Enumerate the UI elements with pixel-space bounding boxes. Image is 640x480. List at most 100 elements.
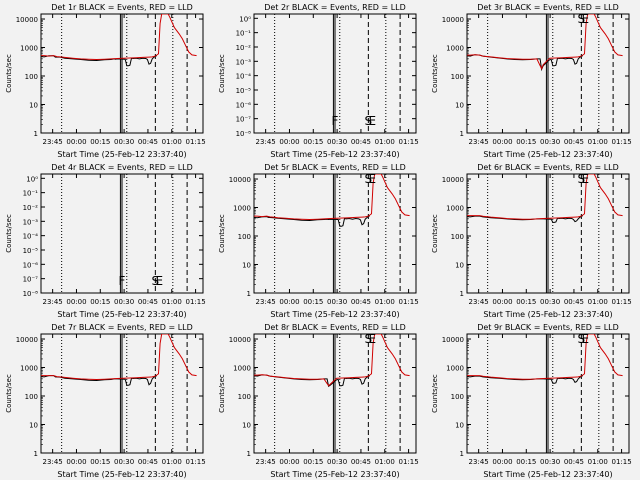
x-tick-label: 01:00 [588, 458, 608, 466]
y-tick-label: 1000 [446, 205, 464, 213]
x-tick-label: 01:00 [588, 298, 608, 306]
panel-det-3: Det 3r BLACK = Events, RED = LLD Start Ti… [431, 3, 632, 159]
x-tick-label: 23:45 [469, 458, 489, 466]
y-tick-label: 10⁻⁸ [236, 130, 252, 138]
y-axis-label: Counts/sec [431, 214, 439, 253]
x-tick-label: 00:00 [279, 138, 299, 146]
lld-series-line [254, 334, 410, 387]
y-tick-label: 10 [455, 262, 464, 270]
y-tick-label: 10000 [442, 336, 464, 344]
y-tick-label: 1000 [20, 45, 38, 53]
x-tick-label: 00:45 [351, 458, 371, 466]
y-tick-label: 10 [455, 102, 464, 110]
x-tick-label: 00:00 [492, 298, 512, 306]
panel-title: Det 1r BLACK = Events, RED = LLD [51, 3, 193, 12]
x-tick-label: 01:15 [398, 138, 418, 146]
y-tick-label: 10 [242, 262, 251, 270]
x-tick-label: 01:15 [185, 138, 205, 146]
y-tick-label: 10⁻⁷ [23, 276, 39, 284]
panel-det-7: Det 7r BLACK = Events, RED = LLD Start Ti… [5, 323, 206, 479]
segment-letter: F [119, 274, 126, 288]
panel-det-8: Det 8r BLACK = Events, RED = LLD Start Ti… [218, 323, 419, 479]
x-tick-label: 00:15 [516, 458, 536, 466]
panel-title: Det 3r BLACK = Events, RED = LLD [477, 3, 619, 12]
panel-title: Det 6r BLACK = Events, RED = LLD [477, 163, 619, 172]
x-axis-label: Start Time (25-Feb-12 23:37:40) [57, 470, 186, 479]
lld-series-line [467, 14, 623, 70]
x-tick-label: 00:45 [138, 458, 158, 466]
segment-letter: S [365, 114, 373, 128]
segment-letter: S [365, 332, 373, 346]
x-tick-label: 00:45 [564, 298, 584, 306]
y-tick-label: 100 [451, 73, 464, 81]
y-tick-label: 10⁻⁴ [23, 233, 39, 241]
x-axis-label: Start Time (25-Feb-12 23:37:40) [483, 150, 612, 159]
x-axis-label: Start Time (25-Feb-12 23:37:40) [270, 470, 399, 479]
y-tick-label: 10⁻⁸ [23, 290, 39, 298]
y-tick-label: 100 [451, 393, 464, 401]
y-tick-label: 1 [460, 450, 464, 458]
x-tick-label: 00:45 [351, 298, 371, 306]
segment-letter: E [369, 172, 377, 186]
panel-title: Det 4r BLACK = Events, RED = LLD [51, 163, 193, 172]
x-tick-label: 23:45 [256, 458, 276, 466]
x-tick-label: 00:45 [138, 138, 158, 146]
y-tick-label: 10000 [16, 16, 38, 24]
y-tick-label: 10⁻⁷ [236, 116, 252, 124]
y-tick-label: 10⁻⁶ [23, 261, 39, 269]
x-tick-label: 01:15 [185, 458, 205, 466]
plot-area: SE [467, 12, 623, 133]
y-tick-label: 1 [34, 450, 38, 458]
y-tick-label: 10000 [442, 16, 464, 24]
y-tick-label: 10⁻⁵ [23, 247, 39, 255]
y-tick-label: 10⁻¹ [236, 30, 252, 38]
x-tick-label: 00:15 [303, 458, 323, 466]
events-series-line [467, 375, 584, 384]
x-tick-label: 00:00 [66, 298, 86, 306]
x-tick-label: 01:15 [398, 458, 418, 466]
y-tick-label: 1000 [20, 365, 38, 373]
x-tick-label: 01:00 [162, 138, 182, 146]
x-tick-label: 00:15 [516, 298, 536, 306]
panel-det-6: Det 6r BLACK = Events, RED = LLD Start Ti… [431, 163, 632, 319]
x-axis-label: Start Time (25-Feb-12 23:37:40) [483, 310, 612, 319]
panel-det-2: Det 2r BLACK = Events, RED = LLD Start Ti… [218, 3, 419, 159]
y-axis-label: Counts/sec [218, 54, 226, 93]
x-tick-label: 01:00 [162, 458, 182, 466]
y-tick-label: 10⁻² [23, 204, 39, 212]
segment-letter: E [582, 332, 590, 346]
plot-area [41, 14, 197, 133]
y-tick-label: 10⁰ [239, 15, 251, 23]
x-tick-label: 00:15 [90, 458, 110, 466]
x-tick-label: 01:15 [611, 298, 631, 306]
x-tick-label: 23:45 [43, 138, 63, 146]
y-axis-label: Counts/sec [5, 374, 13, 413]
x-tick-label: 23:45 [43, 298, 63, 306]
lld-series-line [467, 174, 623, 220]
x-tick-label: 00:30 [327, 138, 347, 146]
y-axis-label: Counts/sec [218, 374, 226, 413]
y-axis-label: Counts/sec [431, 54, 439, 93]
x-tick-label: 00:30 [540, 458, 560, 466]
x-tick-label: 00:30 [327, 458, 347, 466]
segment-letter: S [578, 172, 586, 186]
x-tick-label: 00:15 [90, 138, 110, 146]
x-tick-label: 00:30 [540, 298, 560, 306]
y-tick-label: 1000 [233, 205, 251, 213]
y-tick-label: 10⁻⁴ [236, 73, 252, 81]
x-tick-label: 00:00 [492, 138, 512, 146]
y-tick-label: 10⁻⁵ [236, 87, 252, 95]
segment-letter: E [582, 12, 590, 26]
x-tick-label: 00:00 [66, 458, 86, 466]
x-tick-label: 01:00 [375, 298, 395, 306]
y-tick-label: 10000 [442, 176, 464, 184]
y-tick-label: 100 [25, 393, 38, 401]
y-tick-label: 10⁻² [236, 44, 252, 52]
segment-letter: E [156, 274, 164, 288]
x-tick-label: 01:15 [185, 298, 205, 306]
x-axis-label: Start Time (25-Feb-12 23:37:40) [270, 150, 399, 159]
y-tick-label: 10 [242, 422, 251, 430]
x-tick-label: 23:45 [469, 298, 489, 306]
lld-series-line [41, 14, 197, 61]
